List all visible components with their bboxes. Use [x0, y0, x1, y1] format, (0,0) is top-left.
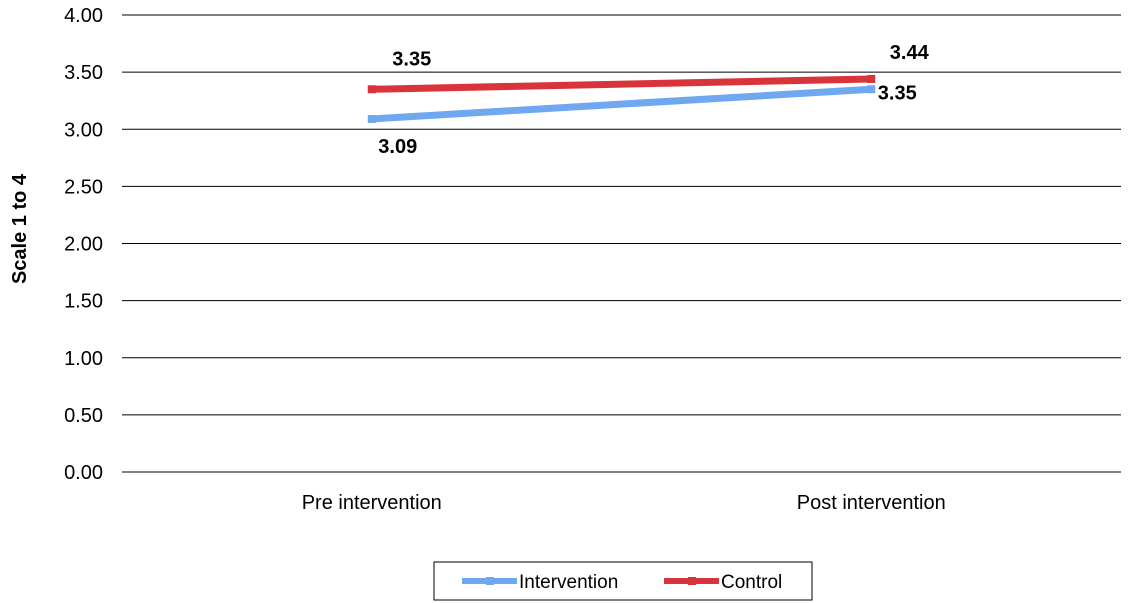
control-series-line	[371, 75, 872, 93]
x-tick-label: Pre intervention	[302, 492, 442, 514]
data-labels: 3.09 3.35 3.35 3.44	[378, 42, 929, 158]
intervention-marker	[867, 85, 876, 94]
x-axis-tick-labels: Pre intervention Post intervention	[302, 492, 946, 514]
intervention-series-line	[371, 85, 872, 123]
y-tick-label: 4.00	[64, 5, 103, 27]
control-marker	[367, 85, 376, 94]
control-data-label: 3.44	[890, 42, 930, 64]
control-legend-label: Control	[721, 572, 782, 593]
control-legend-marker	[688, 577, 696, 585]
intervention-data-label: 3.09	[378, 136, 417, 158]
y-tick-label: 0.00	[64, 462, 103, 484]
y-tick-label: 2.50	[64, 176, 103, 198]
intervention-legend-marker	[486, 577, 494, 585]
y-axis-title: Scale 1 to 4	[9, 173, 31, 284]
control-data-label: 3.35	[392, 48, 431, 70]
x-tick-label: Post intervention	[797, 492, 946, 514]
y-tick-label: 2.00	[64, 234, 103, 256]
y-tick-label: 1.50	[64, 291, 103, 313]
control-marker	[867, 74, 876, 83]
y-axis-tick-labels: 0.00 0.50 1.00 1.50 2.00 2.50 3.00 3.50 4.00	[64, 5, 103, 484]
y-tick-label: 3.50	[64, 62, 103, 84]
series-lines	[367, 74, 876, 123]
legend: Intervention Control	[433, 561, 813, 601]
gridlines	[122, 14, 1121, 473]
y-tick-label: 1.00	[64, 348, 103, 370]
intervention-marker	[367, 114, 376, 123]
y-tick-label: 0.50	[64, 405, 103, 427]
y-tick-label: 3.00	[64, 119, 103, 141]
intervention-data-label: 3.35	[878, 82, 917, 104]
intervention-legend-label: Intervention	[519, 572, 618, 593]
